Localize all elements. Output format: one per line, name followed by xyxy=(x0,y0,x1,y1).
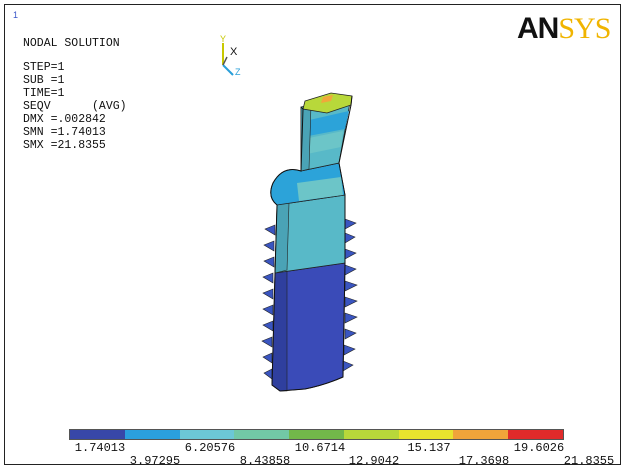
post-band-2 xyxy=(302,131,343,155)
info-dmx: DMX =.002842 xyxy=(23,113,106,126)
top-hot-spot xyxy=(321,95,333,103)
legend-label: 10.6714 xyxy=(294,441,346,455)
contour-legend-bar xyxy=(69,429,564,440)
legend-color-segment xyxy=(343,430,399,439)
window-number: 1 xyxy=(13,10,19,20)
post-band xyxy=(303,111,349,137)
legend-label: 8.43858 xyxy=(239,454,291,465)
legend-label: 12.9042 xyxy=(348,454,400,465)
axis-triad-icon: Y X Z xyxy=(220,35,241,77)
legend-color-segment xyxy=(70,430,125,439)
legend-color-segment xyxy=(453,430,509,439)
legend-label: 15.137 xyxy=(407,441,451,455)
legend-label: 19.6026 xyxy=(513,441,565,455)
info-result-type: SEQV (AVG) xyxy=(23,100,127,113)
info-smn: SMN =1.74013 xyxy=(23,126,106,139)
svg-text:X: X xyxy=(230,46,238,58)
info-title: NODAL SOLUTION xyxy=(23,37,120,50)
info-sub: SUB =1 xyxy=(23,74,65,87)
legend-label: 3.97295 xyxy=(129,454,181,465)
legend-label: 21.8355 xyxy=(563,454,615,465)
legend-color-segment xyxy=(289,430,344,439)
ansys-logo: ANSYS xyxy=(517,12,611,45)
legend-color-segment xyxy=(124,430,180,439)
info-step: STEP=1 xyxy=(23,61,65,74)
legend-label: 6.20576 xyxy=(184,441,236,455)
info-time: TIME=1 xyxy=(23,87,65,100)
legend-color-segment xyxy=(234,430,290,439)
legend-label: 1.74013 xyxy=(74,441,126,455)
implant-model xyxy=(261,92,358,392)
legend-color-segment xyxy=(508,430,564,439)
svg-text:Z: Z xyxy=(235,67,241,77)
info-smx: SMX =21.8355 xyxy=(23,139,106,152)
legend-color-segment xyxy=(398,430,454,439)
graphics-window[interactable]: 1 NODAL SOLUTION STEP=1 SUB =1 TIME=1 SE… xyxy=(4,4,621,465)
legend-color-segment xyxy=(179,430,235,439)
legend-label: 17.3698 xyxy=(458,454,510,465)
collar-band xyxy=(297,177,343,201)
svg-text:Y: Y xyxy=(220,35,226,44)
